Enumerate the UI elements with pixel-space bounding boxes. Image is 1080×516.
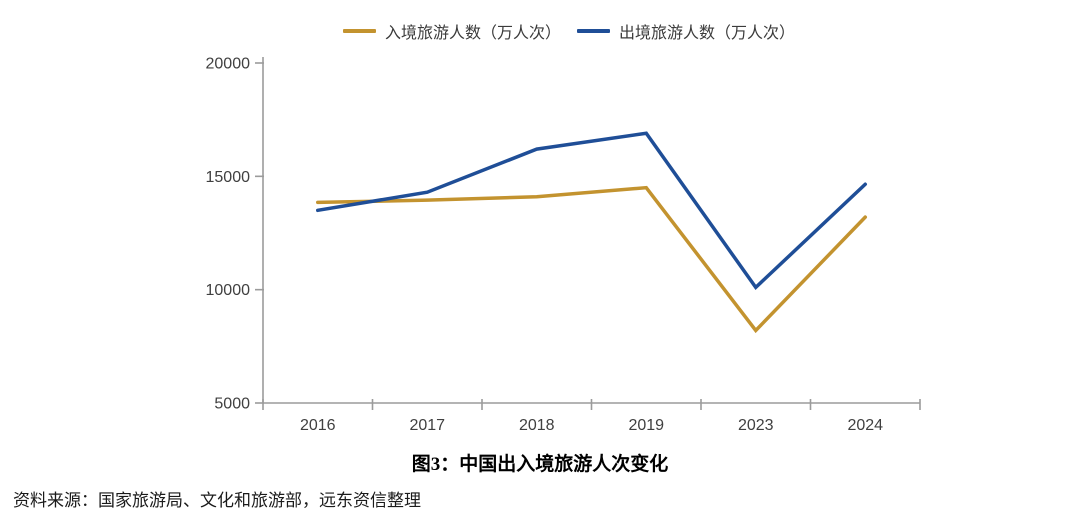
legend-label-inbound: 入境旅游人数（万人次） [384, 25, 561, 42]
x-tick-label: 2023 [738, 417, 774, 434]
y-tick-label: 10000 [206, 282, 251, 299]
legend-item-inbound: 入境旅游人数（万人次） [342, 19, 561, 43]
legend-label-outbound: 出境旅游人数（万人次） [619, 25, 796, 42]
tourism-line-chart: 5000 10000 15000 20000 2016 2017 2018 2019 2023 2… [206, 56, 921, 434]
inbound-line-swatch [342, 29, 376, 33]
inbound-series-line [316, 185, 867, 334]
legend-item-outbound: 出境旅游人数（万人次） [577, 19, 795, 43]
x-tick-label: 2017 [409, 417, 445, 434]
chart-title: 图3：中国出入境旅游人次变化 [411, 454, 669, 475]
y-tick-label: 15000 [206, 169, 251, 186]
chart-legend: 入境旅游人数（万人次） 出境旅游人数（万人次） [0, 19, 1080, 43]
x-tick-label: 2024 [847, 417, 883, 434]
y-tick-label: 20000 [206, 56, 251, 73]
outbound-line-swatch [577, 29, 610, 33]
y-tick-label: 5000 [214, 396, 250, 413]
x-tick-label: 2018 [519, 417, 555, 434]
x-tick-label: 2019 [628, 417, 664, 434]
source-note: 资料来源：国家旅游局、文化和旅游部，远东资信整理 [13, 491, 421, 510]
x-tick-label: 2016 [300, 417, 336, 434]
outbound-series-line [316, 131, 867, 291]
